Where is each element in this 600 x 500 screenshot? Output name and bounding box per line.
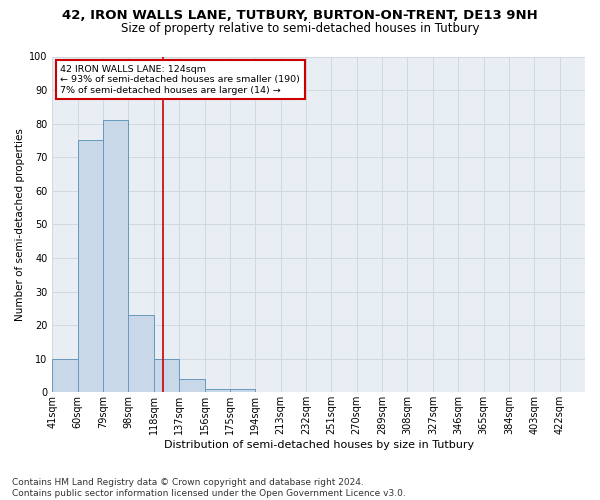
Bar: [230, 389, 255, 392]
Text: 42 IRON WALLS LANE: 124sqm
← 93% of semi-detached houses are smaller (190)
7% of: 42 IRON WALLS LANE: 124sqm ← 93% of semi…: [61, 65, 300, 94]
Text: Contains HM Land Registry data © Crown copyright and database right 2024.
Contai: Contains HM Land Registry data © Crown c…: [12, 478, 406, 498]
Bar: [52, 358, 78, 392]
Bar: [205, 389, 230, 392]
Bar: [78, 140, 103, 392]
Bar: [103, 120, 128, 392]
Text: Size of property relative to semi-detached houses in Tutbury: Size of property relative to semi-detach…: [121, 22, 479, 35]
Y-axis label: Number of semi-detached properties: Number of semi-detached properties: [15, 128, 25, 321]
X-axis label: Distribution of semi-detached houses by size in Tutbury: Distribution of semi-detached houses by …: [164, 440, 474, 450]
Text: 42, IRON WALLS LANE, TUTBURY, BURTON-ON-TRENT, DE13 9NH: 42, IRON WALLS LANE, TUTBURY, BURTON-ON-…: [62, 9, 538, 22]
Bar: [154, 358, 179, 392]
Bar: [179, 379, 205, 392]
Bar: [128, 315, 154, 392]
